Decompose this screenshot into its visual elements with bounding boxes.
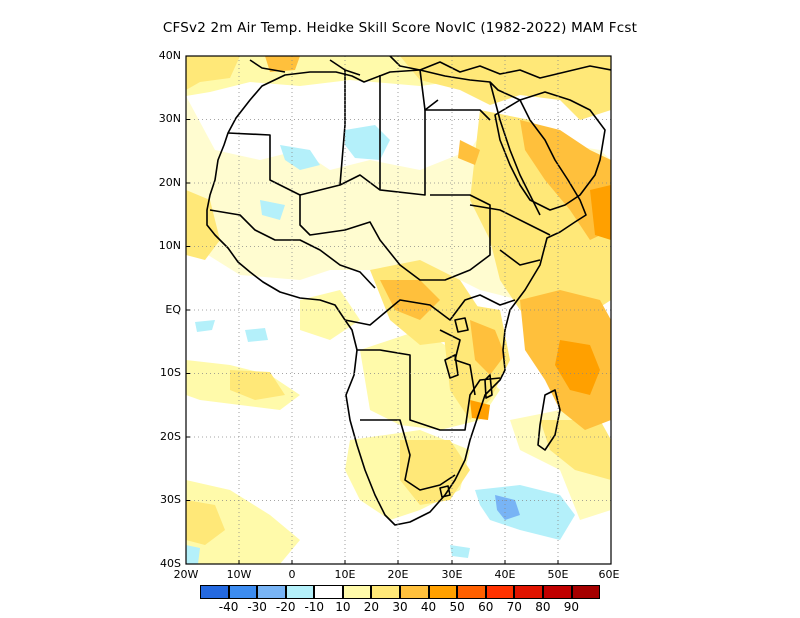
lon-label-50e: 50E: [547, 568, 569, 581]
colorbar-box: [571, 585, 601, 599]
lon-label-10w: 10W: [226, 568, 252, 581]
axis-ticks: [185, 55, 612, 565]
colorbar-box: [371, 585, 401, 599]
colorbar-box: [228, 585, 258, 599]
colorbar-box: [342, 585, 372, 599]
graticule: [186, 56, 611, 564]
colorbar-label: -10: [304, 600, 325, 614]
lat-label-10n: 10N: [158, 239, 181, 252]
colorbar-box: [314, 585, 343, 599]
colorbar-label: -40: [218, 600, 239, 614]
colorbar-box: [457, 585, 486, 599]
lat-label-30n: 30N: [158, 112, 181, 125]
colorbar-box: [200, 585, 229, 599]
lat-label-20s: 20S: [160, 430, 181, 443]
colorbar-box: [514, 585, 543, 599]
colorbar-label: 90: [563, 600, 580, 614]
lon-label-40e: 40E: [494, 568, 516, 581]
colorbar-box: [485, 585, 515, 599]
lat-label-40n: 40N: [158, 49, 181, 62]
lon-label-30e: 30E: [441, 568, 463, 581]
colorbar-label: -20: [275, 600, 296, 614]
colorbar-label: 10: [335, 600, 351, 614]
colorbar-label: 60: [478, 600, 494, 614]
lat-label-eq: EQ: [165, 303, 181, 316]
colorbar-label: 80: [535, 600, 551, 614]
lat-label-20n: 20N: [158, 176, 181, 189]
figure-title: CFSv2 2m Air Temp. Heidke Skill Score No…: [162, 20, 638, 36]
lat-label-30s: 30S: [160, 493, 181, 506]
colorbar-box: [257, 585, 286, 599]
lat-label-40s: 40S: [160, 557, 181, 570]
colorbar-box: [428, 585, 458, 599]
colorbar-label: 50: [449, 600, 465, 614]
colorbar-box: [285, 585, 315, 599]
colorbar-label: 20: [363, 600, 380, 614]
lon-label-0: 0: [288, 568, 296, 581]
colorbar-box: [542, 585, 572, 599]
lon-label-10e: 10E: [334, 568, 356, 581]
colorbar-label: 70: [506, 600, 522, 614]
colorbar: [200, 585, 601, 599]
colorbar-label: 30: [392, 600, 408, 614]
lon-label-20w: 20W: [173, 568, 199, 581]
lat-label-10s: 10S: [160, 366, 181, 379]
lon-label-60e: 60E: [598, 568, 620, 581]
colorbar-labels: -40 -30 -20 -10 10 20 30 40 50 60 70 80 90: [200, 600, 600, 614]
lon-label-20e: 20E: [387, 568, 409, 581]
colorbar-label: 40: [420, 600, 437, 614]
skill-score-shading: [186, 56, 611, 564]
colorbar-box: [400, 585, 429, 599]
colorbar-label: -30: [247, 600, 267, 614]
